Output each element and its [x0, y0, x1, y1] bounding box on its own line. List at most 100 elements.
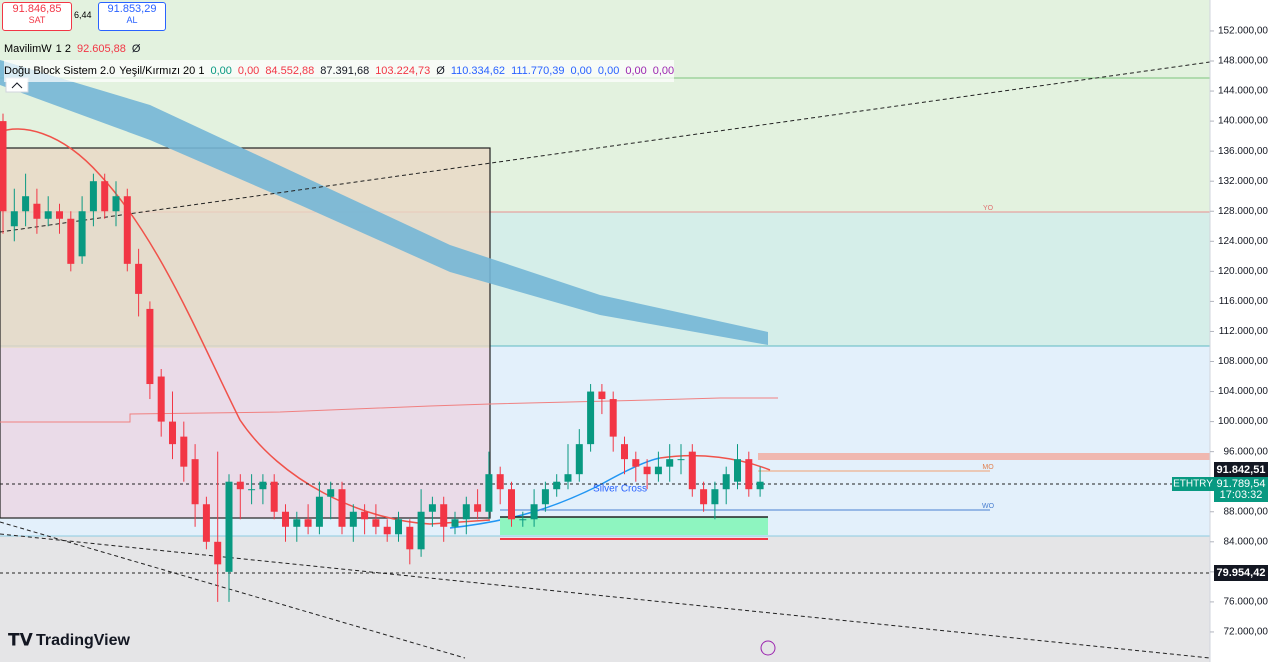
logo: 𝗧𝗩 TradingView: [8, 630, 131, 649]
indicator-params: Yeşil/Kırmızı 20 1: [119, 65, 205, 77]
candle-body: [101, 181, 109, 212]
candle-body: [553, 481, 561, 490]
candle-body: [688, 451, 696, 490]
indicator-value: 92.605,88: [76, 43, 126, 55]
candle-body: [191, 459, 199, 505]
y-tick-label: 132.000,00: [1218, 176, 1268, 187]
candle-body: [587, 391, 595, 445]
collapse-icon: [11, 82, 23, 89]
candle-body: [361, 511, 369, 520]
candle-body: [293, 519, 301, 527]
candle-body: [372, 519, 380, 527]
y-tick-label: 152.000,00: [1218, 26, 1268, 37]
candle-body: [609, 399, 617, 437]
current-price: 91.789,54: [1217, 478, 1266, 490]
indicator-value: 84.552,88: [265, 65, 315, 77]
spread: 6,44: [74, 10, 92, 20]
indicator-value: 0,00: [210, 65, 232, 77]
candle-body: [169, 421, 176, 445]
y-tick-label: 104.000,00: [1218, 386, 1268, 397]
candle-body: [56, 211, 63, 219]
candle-body: [259, 481, 267, 490]
indicator-value: Ø: [131, 43, 141, 55]
candle-body: [575, 444, 583, 475]
y-tick-label: 100.000,00: [1218, 416, 1268, 427]
candle-body: [225, 481, 233, 572]
y-tick-label: 108.000,00: [1218, 356, 1268, 367]
level-label: WO: [982, 503, 995, 510]
y-tick-label: 140.000,00: [1218, 116, 1268, 127]
annotation: Silver Cross: [593, 484, 647, 495]
candle-body: [417, 511, 425, 550]
candle-body: [677, 459, 685, 461]
y-tick-label: 136.000,00: [1218, 146, 1268, 157]
candle-body: [462, 504, 470, 520]
symbol-tag: [1172, 477, 1214, 491]
indicator-value: 103.224,73: [375, 65, 431, 77]
indicator-value: 0,00: [625, 65, 647, 77]
candle-body: [44, 211, 52, 219]
candle-body: [123, 196, 131, 264]
candle-body: [745, 459, 753, 490]
candle-body: [304, 519, 312, 527]
candle-body: [338, 489, 346, 527]
svg-text:𝗧𝗩: 𝗧𝗩: [8, 630, 34, 649]
y-tick-label: 144.000,00: [1218, 86, 1268, 97]
candle-body: [530, 504, 538, 520]
candle-body: [0, 121, 7, 212]
candle-body: [621, 444, 628, 460]
sell-price: 91.846,85: [12, 3, 62, 15]
indicator-row: Doğu Block Sistem 2.0 Yeşil/Kırmızı 20 1 0…: [4, 60, 675, 82]
indicator-value: 0,00: [237, 65, 260, 77]
candle-body: [700, 489, 708, 505]
candle-body: [89, 181, 97, 212]
level-label: YO: [983, 205, 994, 212]
indicator-value: 0,00: [597, 65, 620, 77]
candle-body: [722, 474, 730, 490]
candle-body: [451, 519, 459, 527]
y-tick-label: 88.000,00: [1224, 506, 1269, 517]
candle-body: [395, 519, 402, 535]
candle-body: [632, 459, 640, 467]
buy-button[interactable]: 91.853,29 AL: [98, 2, 166, 31]
candle-body: [711, 489, 719, 505]
indicator-value: 110.334,62: [450, 65, 506, 77]
candle-body: [734, 459, 741, 482]
candle-body: [598, 391, 606, 400]
y-tick-label: 116.000,00: [1219, 296, 1269, 307]
candle-body: [349, 511, 357, 527]
candle-body: [474, 504, 482, 512]
candle-body: [180, 436, 188, 467]
candle-body: [643, 466, 651, 475]
candle-body: [406, 526, 414, 550]
candle-body: [282, 511, 289, 527]
candle-body: [666, 459, 674, 467]
y-tick-label: 128.000,00: [1218, 206, 1268, 217]
last-price: 91.842,51: [1217, 464, 1266, 476]
candle-body: [428, 504, 436, 512]
y-tick-label: 96.000,00: [1224, 446, 1269, 457]
y-tick-label: 120.000,00: [1218, 266, 1268, 277]
indicator-name: Doğu Block Sistem 2.0: [4, 65, 116, 77]
indicator-row: MavilimW 1 2 92.605,88 Ø: [4, 38, 674, 60]
candle-body: [236, 481, 244, 490]
events-icon[interactable]: [760, 640, 776, 656]
candle-body: [519, 519, 527, 521]
y-tick-label: 124.000,00: [1218, 236, 1268, 247]
level-label: MO: [982, 464, 994, 471]
buy-price: 91.853,29: [107, 3, 157, 15]
candle-body: [327, 489, 335, 497]
buy-label: AL: [126, 15, 138, 25]
logo-text: TradingView: [36, 632, 131, 649]
y-tick-label: 72.000,00: [1224, 627, 1269, 638]
sell-button[interactable]: 91.846,85 SAT: [2, 2, 72, 31]
level-tag: [1214, 565, 1268, 581]
candle-body: [485, 474, 493, 512]
y-tick-label: 84.000,00: [1224, 536, 1269, 547]
level-price: 79.954,42: [1217, 567, 1266, 579]
indicator-value: Ø: [436, 65, 445, 77]
candle-body: [146, 308, 154, 385]
candle-body: [202, 504, 210, 542]
